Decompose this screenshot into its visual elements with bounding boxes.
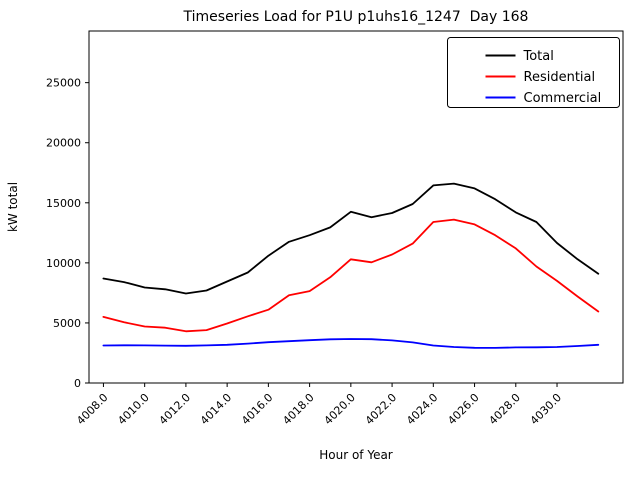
y-tick-label: 20000 [46,137,81,150]
x-tick-label: 4010.0 [115,391,151,427]
legend: Total Residential Commercial [447,37,620,108]
chart-title: Timeseries Load for P1U p1uhs16_1247 Day… [183,9,529,25]
plot-area [102,182,600,349]
y-axis-ticks: 0 5000 10000 15000 20000 25000 [46,77,89,390]
legend-label-commercial: Commercial [524,91,602,106]
legend-label-total: Total [523,49,554,64]
axes-frame [88,30,624,384]
x-axis-ticks: 4008.0 4010.0 4012.0 4014.0 4016.0 4018.0 4020… [74,383,564,427]
y-tick-label: 0 [74,377,81,390]
x-tick-label: 4012.0 [157,391,193,427]
x-tick-label: 4014.0 [198,391,234,427]
x-tick-label: 4026.0 [445,391,481,427]
x-tick-label: 4022.0 [363,391,399,427]
x-tick-label: 4020.0 [322,391,358,427]
x-tick-label: 4016.0 [239,391,275,427]
x-tick-label: 4018.0 [280,391,316,427]
series-line-residential [102,218,600,333]
y-tick-label: 10000 [46,257,81,270]
y-tick-label: 5000 [53,317,81,330]
x-axis-label: Hour of Year [319,448,393,462]
y-tick-label: 25000 [46,77,81,90]
y-tick-label: 15000 [46,197,81,210]
x-tick-label: 4030.0 [528,391,564,427]
x-tick-label: 4028.0 [486,391,522,427]
x-tick-label: 4008.0 [74,391,110,427]
y-axis-label: kW total [6,182,20,232]
series-line-commercial [102,338,600,349]
x-tick-label: 4024.0 [404,391,440,427]
legend-label-residential: Residential [524,70,596,85]
series-line-total [102,182,600,295]
